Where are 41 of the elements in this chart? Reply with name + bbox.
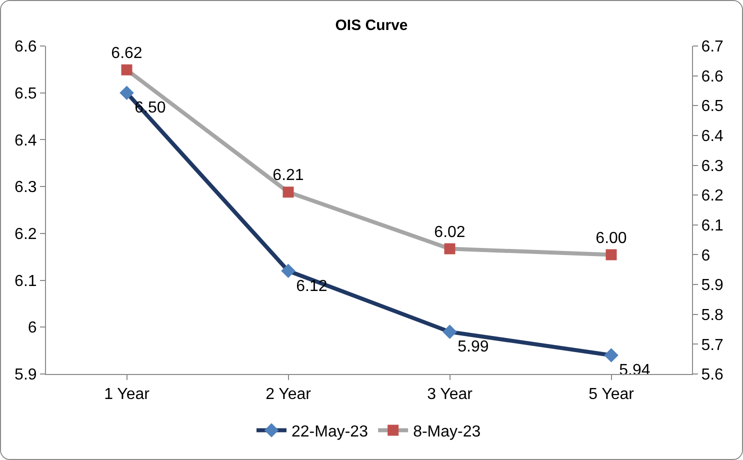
point: [444, 243, 456, 254]
y-tick-label: 5.9: [14, 366, 37, 384]
x-tick-label: 5 Year: [588, 386, 635, 404]
y2-tick-label: 5.9: [701, 277, 724, 294]
point: [442, 324, 457, 339]
y2-tick-label: 5.7: [701, 336, 724, 354]
y2-tick-label: 6.7: [701, 38, 724, 56]
x-tick-label: 1 Year: [104, 386, 150, 404]
y2-tick-label: 5.8: [701, 306, 724, 324]
point: [282, 186, 294, 198]
x-tick-label: 3 Year: [427, 386, 474, 404]
y-tick-label: 6.3: [14, 179, 37, 196]
y2-tick-label: 6.1: [701, 218, 724, 235]
y-tick-label: 6.2: [14, 226, 37, 244]
y-tick-label: 6.1: [14, 272, 37, 290]
chart-title: OIS Curve: [335, 16, 408, 34]
y2-tick-label: 5.6: [701, 366, 724, 384]
point: [604, 348, 618, 362]
data-label: 6.00: [596, 230, 627, 247]
point: [120, 86, 134, 100]
y2-tick-label: 6.2: [701, 188, 724, 205]
y2-tick-label: 6.3: [701, 158, 724, 175]
x-tick-label: 2 Year: [266, 386, 312, 404]
y-tick-label: 6.5: [14, 85, 37, 102]
y-tick-label: 6: [28, 320, 37, 337]
data-label: 6.12: [296, 278, 328, 295]
data-label: 5.99: [458, 338, 489, 356]
point: [121, 64, 132, 76]
data-label: 6.02: [434, 224, 466, 241]
point: [606, 249, 617, 260]
y2-tick-label: 6.5: [701, 98, 724, 116]
data-label: 6.62: [111, 44, 142, 62]
data-label: 6.21: [272, 167, 304, 184]
y2-tick-label: 6.6: [701, 68, 724, 86]
y-tick-label: 6.6: [14, 38, 37, 56]
y2-tick-label: 6.4: [701, 128, 724, 146]
y-tick-label: 6.4: [14, 132, 37, 150]
legend-label: 8-May-23: [413, 424, 481, 440]
y2-tick-label: 6: [701, 247, 710, 264]
point: [281, 264, 296, 278]
legend-label: 22-May-23: [292, 424, 368, 440]
